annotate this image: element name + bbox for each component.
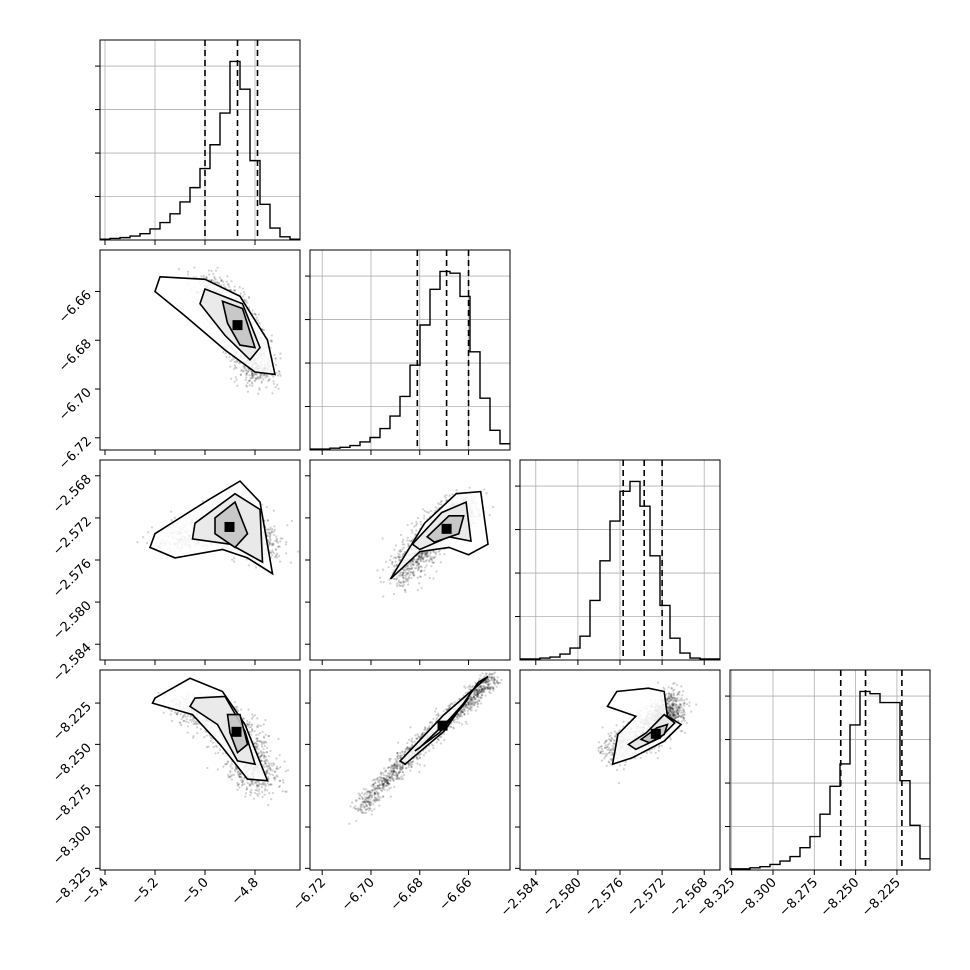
panel-2-1 <box>376 486 495 598</box>
contour-3-1-1 <box>414 697 470 752</box>
y-tick-label-1-3: −6.66 <box>56 288 95 327</box>
x-tick-label-2-3: −2.572 <box>624 875 669 920</box>
histogram-0 <box>100 60 300 240</box>
y-tick-label-2-1: −2.580 <box>50 598 95 643</box>
x-tick-label-3-1: −8.300 <box>735 875 780 920</box>
panel-1-0 <box>154 266 282 395</box>
grid-3-3 <box>730 670 930 870</box>
y-tick-label-2-3: −2.572 <box>50 514 95 559</box>
x-tick-label-3-2: −8.275 <box>777 875 822 920</box>
y-tick-label-1-2: −6.68 <box>56 336 95 375</box>
grid-2-2 <box>520 460 720 660</box>
density-peak-3-1 <box>437 720 448 731</box>
x-tick-label-3-4: −8.225 <box>859 875 904 920</box>
x-tick-label-1-3: −6.66 <box>437 875 476 914</box>
frame-1-1 <box>309 249 511 451</box>
y-tick-label-3-1: −8.300 <box>50 823 95 868</box>
panel-2-0 <box>136 480 300 576</box>
x-tick-label-0-1: −5.2 <box>129 875 162 908</box>
y-tick-label-3-3: −8.250 <box>50 741 95 786</box>
density-peak-3-0 <box>231 726 242 737</box>
panel-3-3 <box>730 670 930 870</box>
grid-1-1 <box>310 250 510 450</box>
y-tick-label-2-2: −2.576 <box>50 556 95 601</box>
x-tick-label-2-2: −2.576 <box>582 875 627 920</box>
panel-3-0 <box>151 677 290 807</box>
histogram-3 <box>730 690 930 870</box>
y-tick-label-2-0: −2.584 <box>50 640 95 685</box>
contour-3-1-0 <box>398 675 489 766</box>
x-tick-label-3-3: −8.250 <box>818 875 863 920</box>
y-tick-label-2-4: −2.568 <box>50 472 95 517</box>
density-peak-3-2 <box>650 728 661 739</box>
frame-0-0 <box>99 39 301 241</box>
y-tick-label-1-0: −6.72 <box>56 434 95 473</box>
frame-3-0 <box>99 669 301 871</box>
x-tick-label-0-3: −4.8 <box>229 875 262 908</box>
panel-3-2 <box>597 681 698 785</box>
density-peak-2-1 <box>441 523 452 534</box>
contour-1-0-0 <box>154 275 277 376</box>
contour-3-2-0 <box>606 687 683 766</box>
y-tick-label-3-4: −8.225 <box>50 699 95 744</box>
frame-3-1 <box>309 669 511 871</box>
contour-3-0-0 <box>151 677 269 782</box>
x-tick-label-1-1: −6.70 <box>339 875 378 914</box>
histogram-1 <box>310 270 510 450</box>
x-tick-label-2-1: −2.580 <box>540 875 585 920</box>
y-tick-label-1-1: −6.70 <box>56 385 95 424</box>
x-tick-label-2-0: −2.584 <box>498 875 543 920</box>
x-tick-label-1-2: −6.68 <box>388 875 427 914</box>
panel-2-2 <box>520 460 720 660</box>
panel-1-1 <box>310 250 510 450</box>
density-peak-1-0 <box>232 320 243 331</box>
y-tick-label-3-2: −8.275 <box>50 782 95 827</box>
frame-1-0 <box>99 249 301 451</box>
x-tick-label-0-2: −5.0 <box>179 875 212 908</box>
frame-3-3 <box>729 669 931 871</box>
histogram-2 <box>520 480 720 660</box>
panel-0-0 <box>100 40 300 240</box>
panel-3-1 <box>348 671 503 825</box>
density-peak-2-0 <box>224 521 235 532</box>
x-tick-label-1-0: −6.72 <box>290 875 329 914</box>
